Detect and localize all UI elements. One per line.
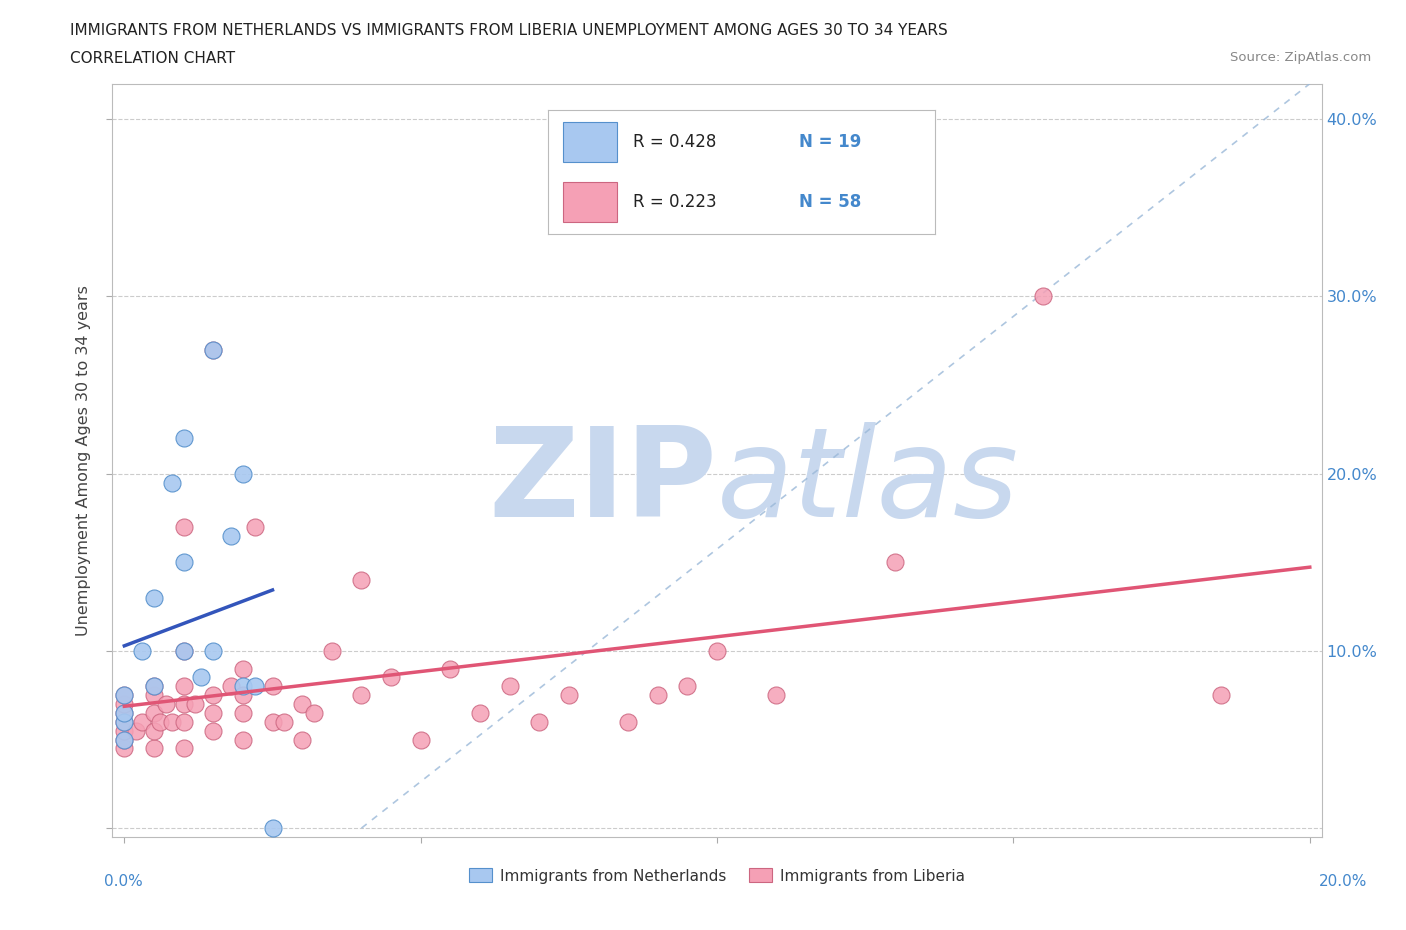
Point xyxy=(112,688,135,703)
Point xyxy=(173,714,195,729)
Point xyxy=(202,644,225,658)
Point xyxy=(173,741,195,756)
Point xyxy=(439,661,461,676)
Point xyxy=(232,679,254,694)
Point xyxy=(143,741,166,756)
Point xyxy=(219,528,242,543)
Point xyxy=(202,688,225,703)
Point xyxy=(273,714,295,729)
Point xyxy=(232,688,254,703)
Text: 0.0%: 0.0% xyxy=(104,874,143,889)
Point xyxy=(1209,688,1232,703)
Point xyxy=(173,519,195,534)
Point xyxy=(232,732,254,747)
Point xyxy=(302,706,325,721)
Point xyxy=(112,688,135,703)
Point xyxy=(173,644,195,658)
Point xyxy=(232,466,254,481)
Legend: Immigrants from Netherlands, Immigrants from Liberia: Immigrants from Netherlands, Immigrants … xyxy=(463,862,972,890)
Point xyxy=(232,661,254,676)
Point xyxy=(112,724,135,738)
Text: ZIP: ZIP xyxy=(488,422,717,543)
Point xyxy=(125,724,148,738)
Point xyxy=(262,820,284,835)
Point xyxy=(202,706,225,721)
Point xyxy=(706,644,728,658)
Point xyxy=(219,679,242,694)
Point xyxy=(112,732,135,747)
Point xyxy=(173,431,195,445)
Y-axis label: Unemployment Among Ages 30 to 34 years: Unemployment Among Ages 30 to 34 years xyxy=(76,285,91,636)
Point xyxy=(112,741,135,756)
Point xyxy=(112,706,135,721)
Point xyxy=(143,688,166,703)
Point xyxy=(112,732,135,747)
Point xyxy=(243,519,266,534)
Point xyxy=(143,679,166,694)
Point xyxy=(321,644,343,658)
Point xyxy=(883,555,905,570)
Point xyxy=(143,706,166,721)
Point xyxy=(409,732,432,747)
Point xyxy=(112,714,135,729)
Point xyxy=(149,714,172,729)
Point xyxy=(173,644,195,658)
Point xyxy=(676,679,699,694)
Text: CORRELATION CHART: CORRELATION CHART xyxy=(70,51,235,66)
Point xyxy=(143,724,166,738)
Point xyxy=(184,697,207,711)
Point xyxy=(202,342,225,357)
Point xyxy=(1032,289,1054,304)
Point xyxy=(529,714,551,729)
Point xyxy=(243,679,266,694)
Point xyxy=(131,644,153,658)
Point xyxy=(173,679,195,694)
Point xyxy=(131,714,153,729)
Point xyxy=(468,706,491,721)
Point xyxy=(262,714,284,729)
Point xyxy=(262,679,284,694)
Point xyxy=(112,714,135,729)
Point xyxy=(291,697,314,711)
Text: 20.0%: 20.0% xyxy=(1319,874,1367,889)
Point xyxy=(160,475,183,490)
Point xyxy=(190,670,212,684)
Point xyxy=(498,679,520,694)
Point xyxy=(765,688,787,703)
Point xyxy=(202,342,225,357)
Point xyxy=(173,555,195,570)
Point xyxy=(350,688,373,703)
Point xyxy=(173,697,195,711)
Point xyxy=(155,697,177,711)
Point xyxy=(380,670,402,684)
Point xyxy=(617,714,640,729)
Point xyxy=(112,706,135,721)
Point xyxy=(160,714,183,729)
Point xyxy=(558,688,581,703)
Text: atlas: atlas xyxy=(717,422,1019,543)
Point xyxy=(143,591,166,605)
Text: Source: ZipAtlas.com: Source: ZipAtlas.com xyxy=(1230,51,1371,64)
Point xyxy=(647,688,669,703)
Text: IMMIGRANTS FROM NETHERLANDS VS IMMIGRANTS FROM LIBERIA UNEMPLOYMENT AMONG AGES 3: IMMIGRANTS FROM NETHERLANDS VS IMMIGRANT… xyxy=(70,23,948,38)
Point xyxy=(232,706,254,721)
Point xyxy=(143,679,166,694)
Point xyxy=(291,732,314,747)
Point xyxy=(112,697,135,711)
Point xyxy=(202,724,225,738)
Point xyxy=(350,573,373,588)
